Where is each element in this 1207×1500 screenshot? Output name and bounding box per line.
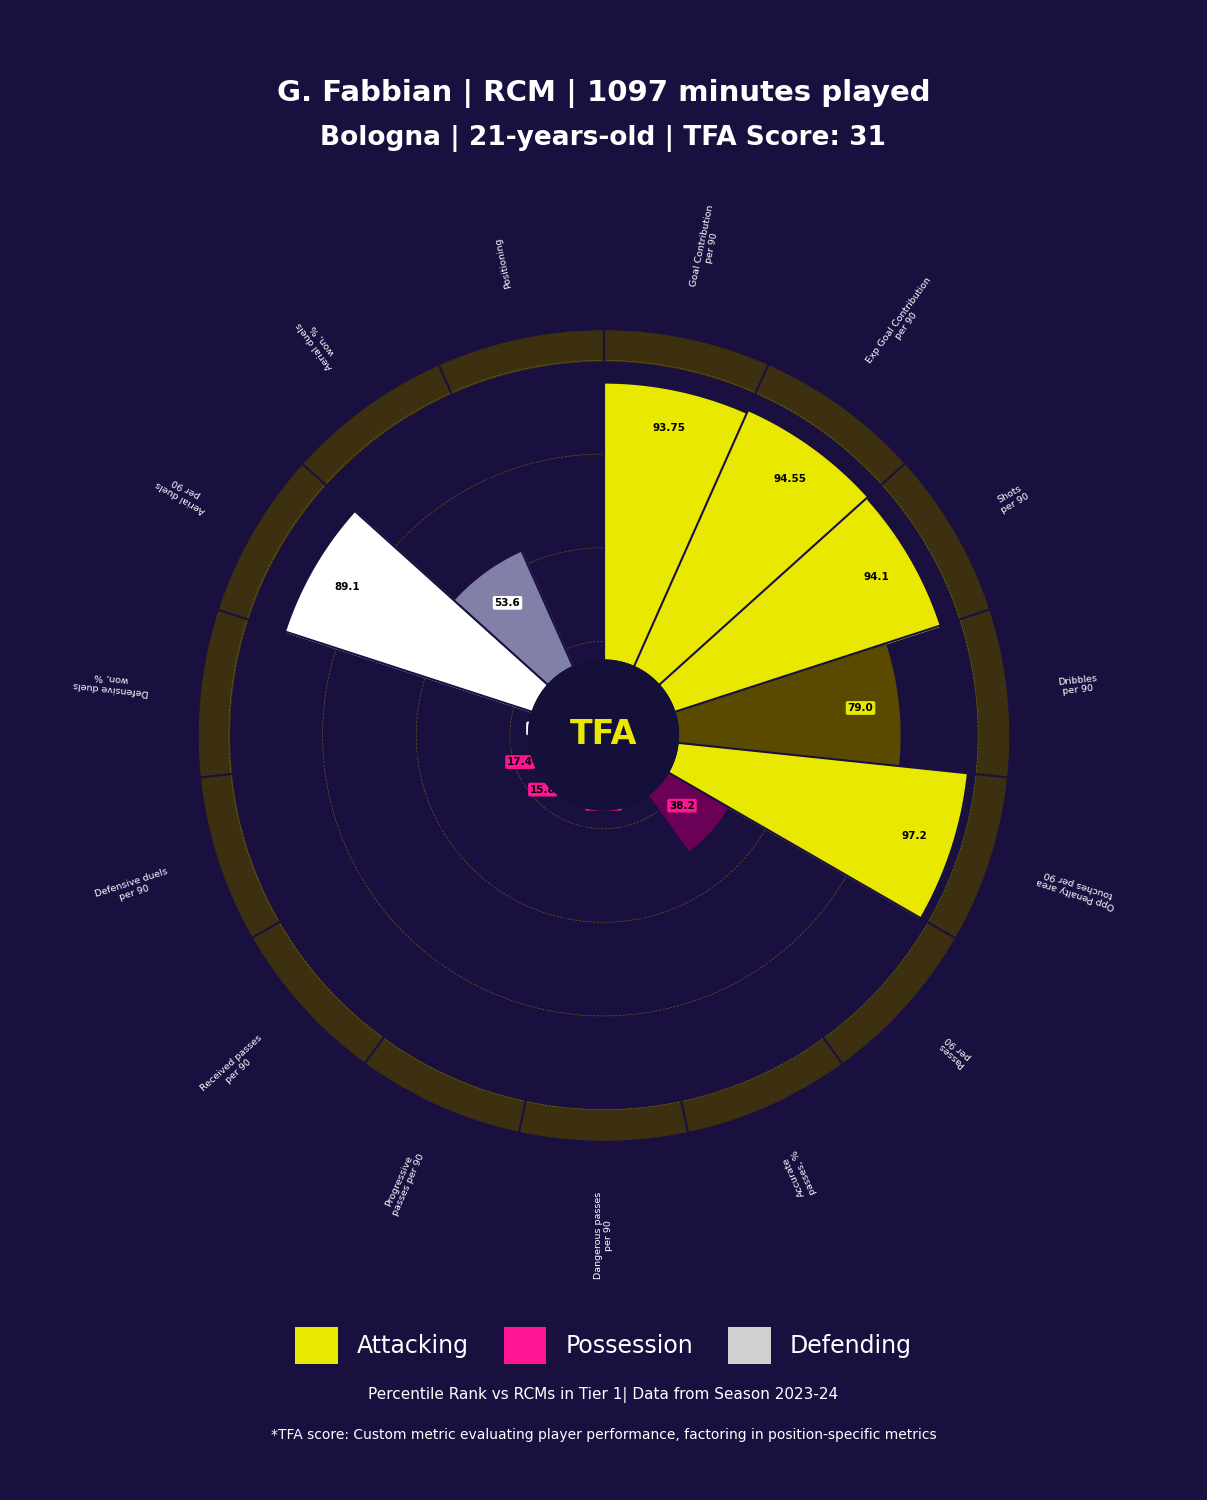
Text: 93.75: 93.75 [652, 423, 686, 433]
Text: 1.5: 1.5 [588, 702, 607, 712]
Text: Received passes
per 90: Received passes per 90 [199, 1034, 270, 1101]
Text: Passes
per 90: Passes per 90 [937, 1034, 974, 1070]
Text: Defensive duels
won, %: Defensive duels won, % [72, 669, 150, 698]
Text: 94.55: 94.55 [774, 474, 806, 484]
Text: 94.1: 94.1 [863, 573, 890, 582]
Text: 12.35: 12.35 [587, 798, 620, 808]
Text: 15.8: 15.8 [530, 784, 555, 795]
Text: 17.4: 17.4 [507, 758, 533, 766]
Text: Goal Contribution
per 90: Goal Contribution per 90 [689, 204, 725, 290]
Text: G. Fabbian | RCM | 1097 minutes played: G. Fabbian | RCM | 1097 minutes played [276, 78, 931, 108]
Text: Shots
per 90: Shots per 90 [995, 483, 1031, 514]
Text: 19.7: 19.7 [606, 764, 631, 772]
Text: 97.2: 97.2 [902, 831, 927, 842]
Text: TFA: TFA [570, 718, 637, 752]
Text: Dangerous passes
per 90: Dangerous passes per 90 [594, 1192, 613, 1280]
Text: 79.0: 79.0 [847, 704, 874, 712]
Text: 89.1: 89.1 [334, 582, 360, 592]
Text: Opp Penalty area
touches per 90: Opp Penalty area touches per 90 [1036, 867, 1119, 910]
Text: 10.8: 10.8 [527, 723, 554, 734]
Legend: Attacking, Possession, Defending: Attacking, Possession, Defending [286, 1318, 921, 1372]
Text: Dribbles
per 90: Dribbles per 90 [1057, 674, 1098, 698]
Text: Defensive duels
per 90: Defensive duels per 90 [94, 867, 171, 909]
Text: *TFA score: Custom metric evaluating player performance, factoring in position-s: *TFA score: Custom metric evaluating pla… [270, 1428, 937, 1443]
Text: 4.2: 4.2 [578, 765, 597, 776]
Text: Positioning: Positioning [494, 237, 513, 290]
Text: 38.2: 38.2 [669, 801, 695, 810]
Text: Accurate
passes, %: Accurate passes, % [781, 1149, 817, 1200]
Text: Bologna | 21-years-old | TFA Score: 31: Bologna | 21-years-old | TFA Score: 31 [321, 124, 886, 152]
Text: Progressive
passes per 90: Progressive passes per 90 [381, 1149, 426, 1218]
Text: Percentile Rank vs RCMs in Tier 1| Data from Season 2023-24: Percentile Rank vs RCMs in Tier 1| Data … [368, 1388, 839, 1402]
Text: 53.6: 53.6 [495, 598, 520, 608]
Text: Aerial duels
won, %: Aerial duels won, % [295, 315, 343, 370]
Text: Aerial duels
per 90: Aerial duels per 90 [154, 470, 212, 514]
Polygon shape [529, 660, 678, 810]
Text: Exp Goal Contribution
per 90: Exp Goal Contribution per 90 [864, 276, 941, 370]
